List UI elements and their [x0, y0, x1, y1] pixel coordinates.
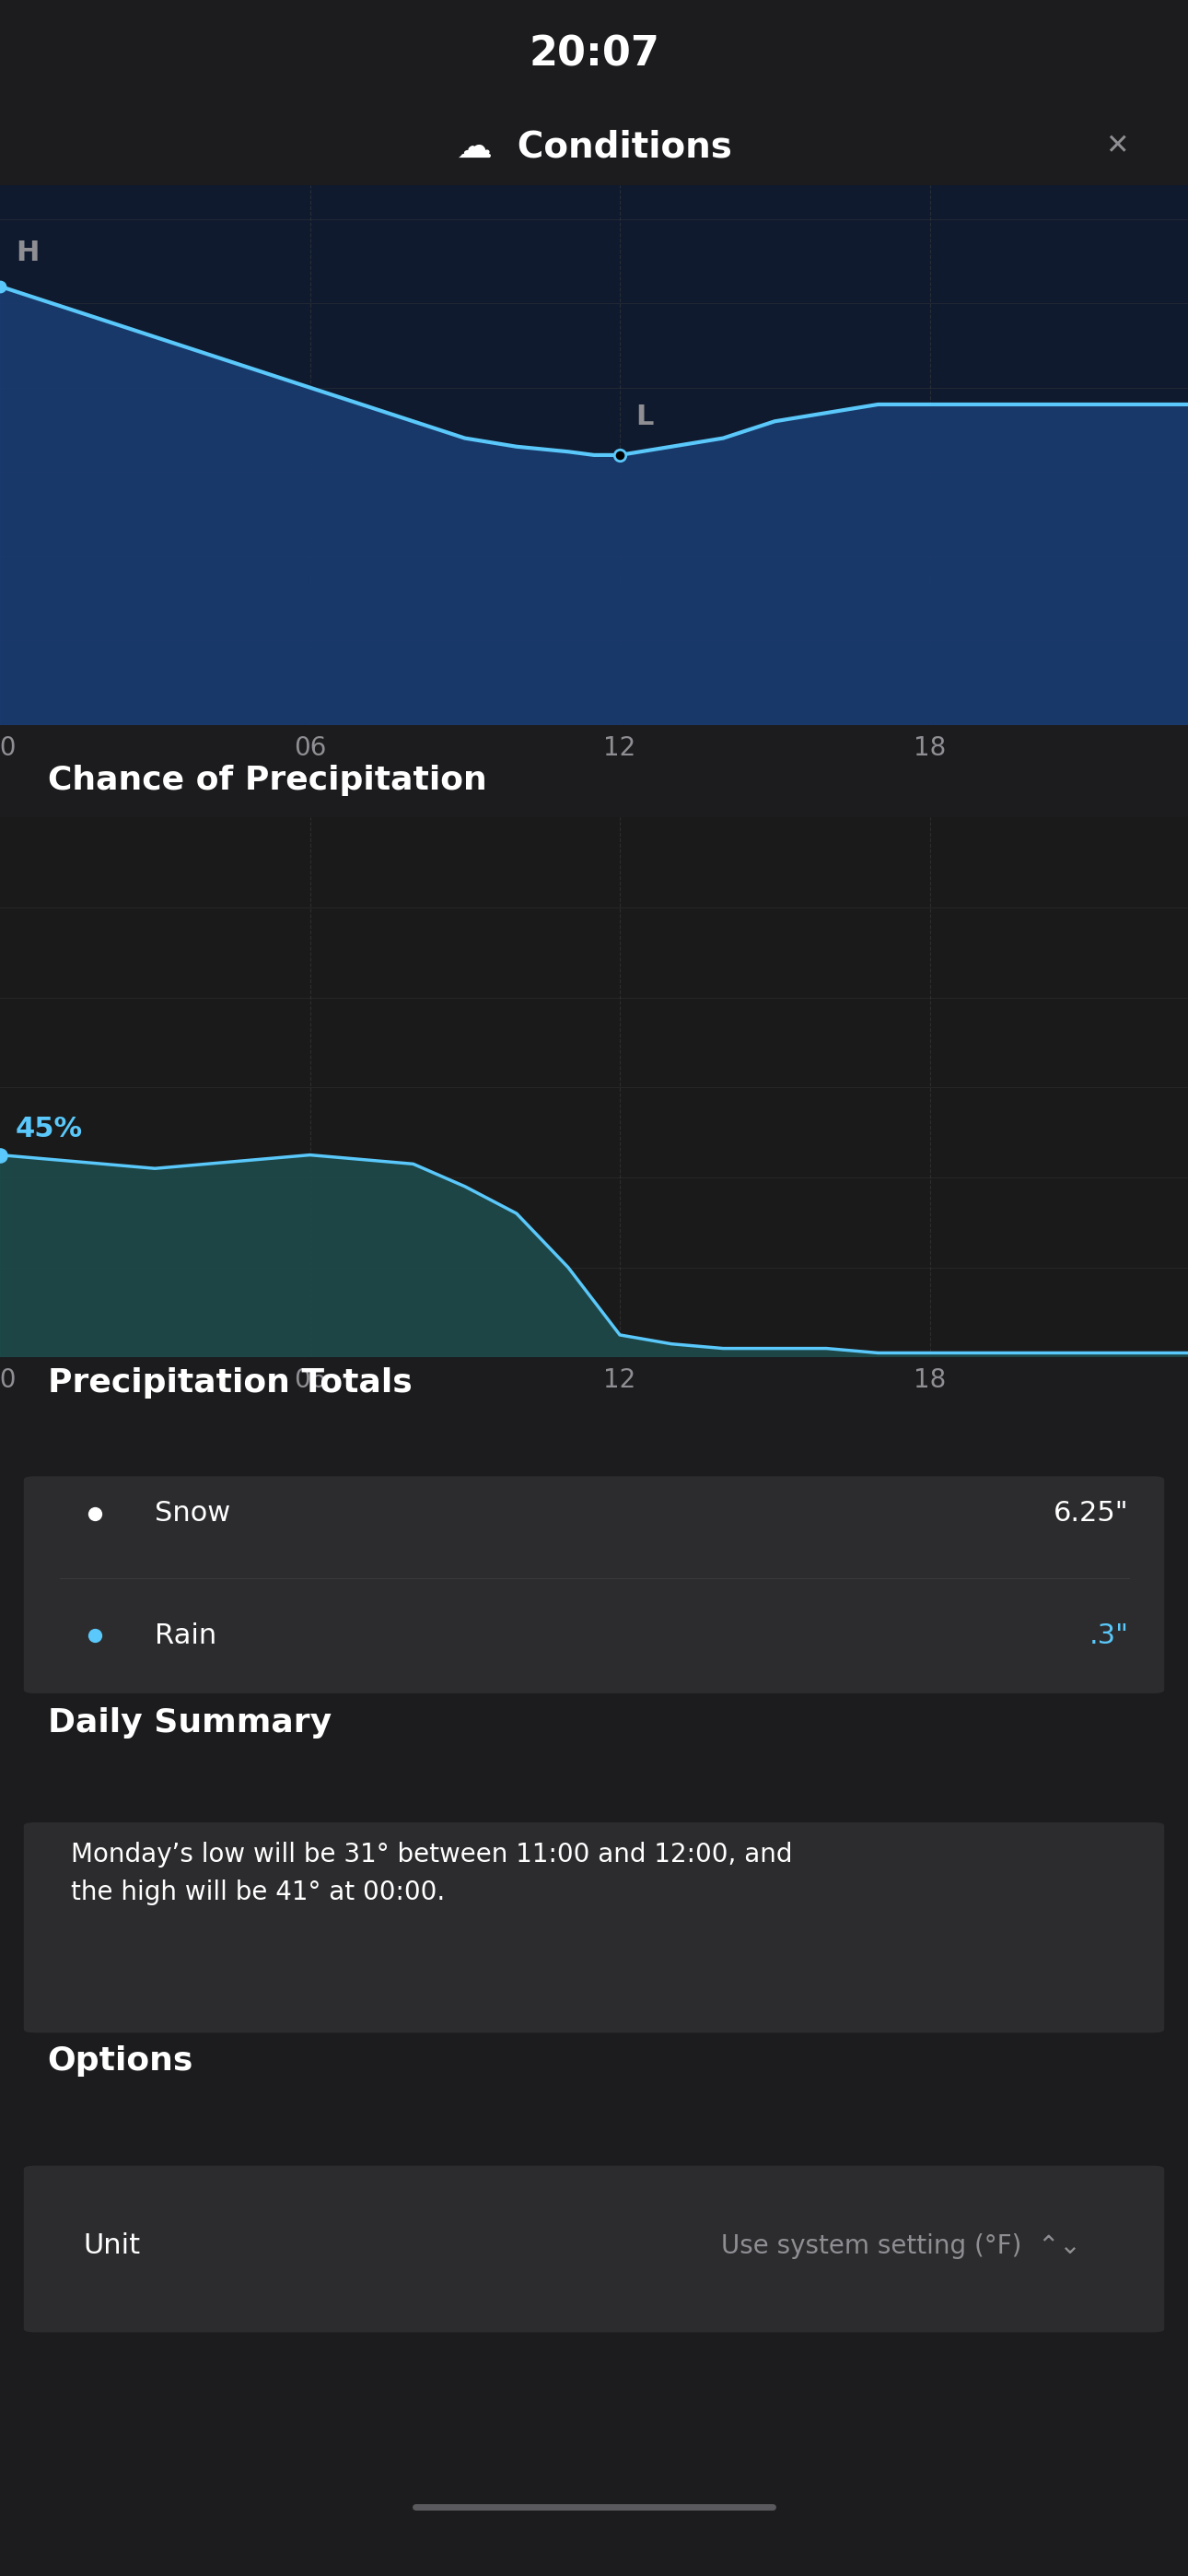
Text: Monday’s low will be 31° between 11:00 and 12:00, and
the high will be 41° at 00: Monday’s low will be 31° between 11:00 a…	[71, 1842, 792, 1906]
Point	[0, 1133, 10, 1175]
Text: Options: Options	[48, 2045, 194, 2076]
Text: Precipitation Totals: Precipitation Totals	[48, 1368, 412, 1399]
Text: ☁  Conditions: ☁ Conditions	[456, 129, 732, 165]
Text: Daily Summary: Daily Summary	[48, 1708, 331, 1739]
FancyBboxPatch shape	[24, 2166, 1164, 2331]
Text: 6.25": 6.25"	[1054, 1499, 1129, 1528]
Text: L: L	[636, 404, 653, 430]
Text: 45%: 45%	[15, 1115, 83, 1144]
Point	[86, 1494, 105, 1535]
Text: Use system setting (°F)  ⌃⌄: Use system setting (°F) ⌃⌄	[721, 2233, 1081, 2259]
Text: 20:07: 20:07	[529, 33, 659, 75]
Text: Rain: Rain	[154, 1623, 216, 1649]
Text: ✕: ✕	[1105, 134, 1129, 160]
Text: .3": .3"	[1089, 1623, 1129, 1649]
Text: Chance of Precipitation: Chance of Precipitation	[48, 765, 487, 796]
Text: Snow: Snow	[154, 1499, 230, 1528]
FancyBboxPatch shape	[24, 1821, 1164, 2032]
Text: Unit: Unit	[83, 2233, 140, 2259]
FancyBboxPatch shape	[24, 1476, 1164, 1692]
Point	[0, 265, 10, 307]
Point	[611, 435, 630, 477]
Point	[86, 1615, 105, 1656]
Text: H: H	[15, 240, 39, 265]
